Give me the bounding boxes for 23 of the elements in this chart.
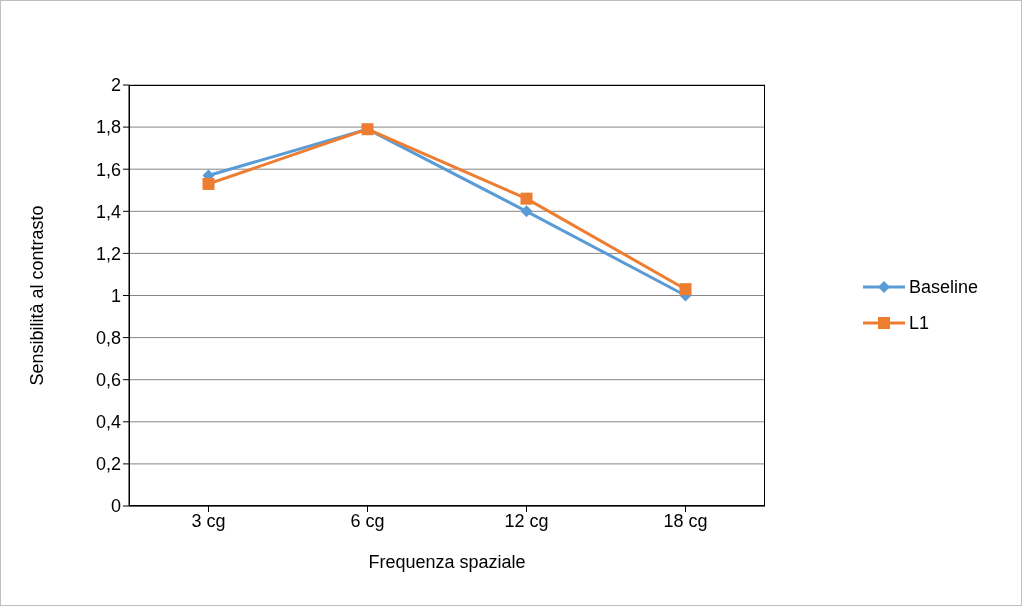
- x-tick-label: 18 cg: [663, 510, 708, 531]
- legend-label: L1: [909, 312, 930, 334]
- y-tick-label: 2: [110, 75, 121, 96]
- y-tick-label: 1,8: [95, 117, 121, 138]
- point: [679, 283, 692, 296]
- y-tick-label: 0,4: [95, 412, 121, 433]
- y-tick-label: 0,8: [95, 327, 121, 348]
- y-tick-label: 0,6: [95, 370, 121, 391]
- y-tick-label: 1,2: [95, 243, 121, 264]
- y-tick-label: 1,6: [95, 159, 121, 180]
- y-tick-label: 0: [110, 496, 121, 517]
- point: [520, 192, 533, 205]
- x-tick-label: 12 cg: [504, 510, 549, 531]
- point: [520, 205, 533, 218]
- x-axis-title: Frequenza spaziale: [368, 552, 526, 572]
- y-axis-title: Sensibilità al contrasto: [27, 205, 48, 386]
- y-tick-label: 0,2: [95, 454, 121, 475]
- y-tick-label: 1: [110, 285, 121, 306]
- y-tick-label: 1,4: [95, 201, 121, 222]
- x-tick-label: 6 cg: [350, 510, 385, 531]
- x-tick-label: 3 cg: [191, 510, 226, 531]
- legend-label: Baseline: [909, 276, 979, 298]
- point: [202, 177, 215, 190]
